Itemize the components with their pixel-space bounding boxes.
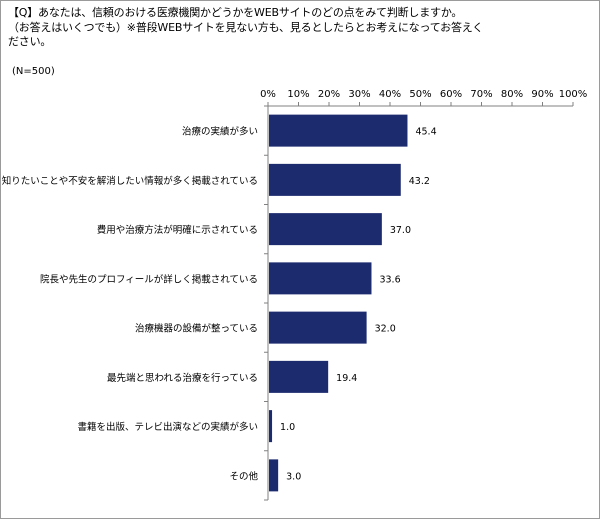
x-tick-label: 40%: [379, 89, 401, 100]
bar: [269, 410, 273, 443]
question-line-1: 【Q】あなたは、信頼のおける医療機関かどうかをWEBサイトのどの点をみて判断しま…: [8, 6, 463, 19]
bar: [269, 114, 408, 147]
x-tick-label: 50%: [409, 89, 431, 100]
category-label: 院長や先生のプロフィールが詳しく掲載されている: [40, 273, 258, 285]
x-tick-label: 80%: [501, 89, 523, 100]
category-label: その他: [229, 470, 258, 482]
category-label: 費用や治療方法が明確に示されている: [97, 224, 258, 236]
x-tick-label: 30%: [348, 89, 370, 100]
bar: [269, 163, 401, 196]
bar: [269, 311, 367, 344]
bar: [269, 360, 329, 393]
x-tick-label: 70%: [470, 89, 492, 100]
bar: [269, 262, 372, 295]
question-text: 【Q】あなたは、信頼のおける医療機関かどうかをWEBサイトのどの点をみて判断しま…: [8, 6, 588, 50]
data-label: 45.4: [415, 127, 436, 138]
data-label: 3.0: [286, 471, 301, 482]
x-tick-label: 60%: [440, 89, 462, 100]
data-label: 32.0: [375, 324, 396, 335]
data-label: 33.6: [379, 274, 400, 285]
x-tick-label: 100%: [559, 89, 588, 100]
bar: [269, 459, 279, 492]
x-tick-label: 90%: [531, 89, 553, 100]
question-line-3: ださい。: [8, 35, 52, 48]
data-label: 43.2: [409, 176, 430, 187]
category-label: 書籍を出版、テレビ出演などの実績が多い: [77, 421, 258, 433]
data-label: 19.4: [336, 373, 357, 384]
data-label: 37.0: [390, 225, 411, 236]
category-label: 知りたいことや不安を解消したい情報が多く掲載されている: [2, 175, 258, 187]
x-tick-label: 20%: [318, 89, 340, 100]
question-line-2: （お答えはいくつでも）※普段WEBサイトを見ない方も、見るとしたらとお考えになっ…: [8, 20, 484, 34]
sample-size: (N=500): [12, 66, 55, 77]
bar: [269, 213, 382, 246]
x-tick-label: 0%: [260, 89, 276, 100]
category-label: 治療の実績が多い: [182, 126, 258, 138]
data-label: 1.0: [280, 422, 295, 433]
category-label: 最先端と思われる治療を行っている: [107, 372, 258, 384]
x-tick-label: 10%: [287, 89, 309, 100]
category-label: 治療機器の設備が整っている: [135, 323, 258, 335]
